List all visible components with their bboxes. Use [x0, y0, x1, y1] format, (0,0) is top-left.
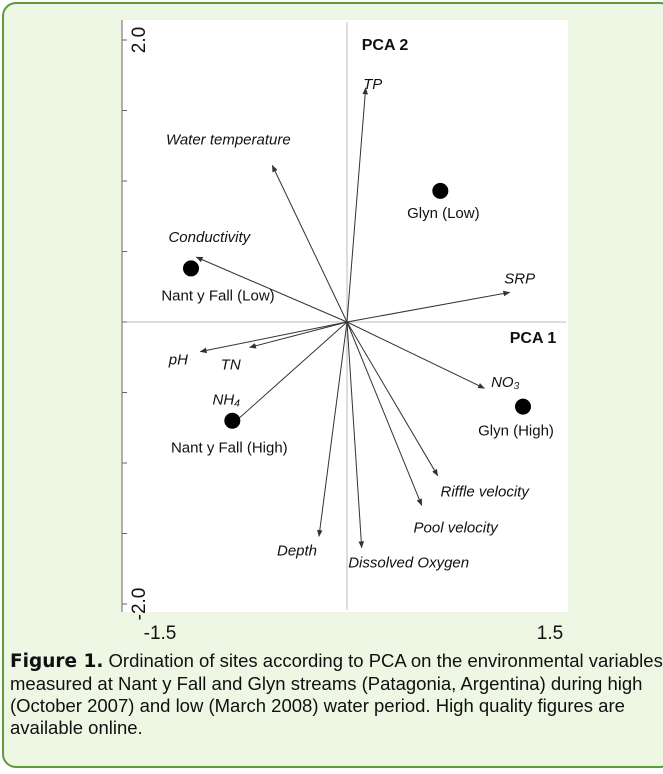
loading-arrow — [271, 164, 348, 323]
variable-label: TN — [221, 356, 241, 373]
variable-label: Riffle velocity — [440, 484, 530, 501]
x-axis-label: PCA 1 — [510, 330, 557, 347]
variable-label: TP — [363, 76, 382, 93]
x-tick-label: -1.5 — [144, 623, 177, 640]
y-tick-label: -2.0 — [129, 588, 150, 621]
y-axis-label: PCA 2 — [362, 37, 409, 54]
variable-label: Water temperature — [166, 131, 291, 148]
loading-arrow — [346, 321, 365, 549]
site-label: Glyn (Low) — [407, 205, 480, 222]
loading-arrow — [199, 321, 348, 354]
site-point — [224, 412, 241, 429]
site-point — [432, 182, 449, 199]
variable-label: Dissolved Oxygen — [348, 555, 469, 572]
variable-label: Depth — [277, 542, 317, 559]
loading-arrow — [227, 321, 348, 429]
loading-arrow — [248, 321, 348, 349]
variable-label: NO₃ — [491, 374, 520, 391]
x-tick-label: 1.5 — [537, 623, 563, 640]
variable-label: Conductivity — [168, 229, 251, 246]
chart: PCA 2 PCA 1 -2.0 2.0 -1.5 1.5 TP Water temper… — [121, 20, 568, 640]
loading-arrow — [346, 321, 423, 506]
loading-arrow — [195, 256, 348, 323]
caption: Figure 1. Ordination of sites according … — [10, 650, 663, 739]
plot-area — [122, 20, 568, 612]
loading-arrow — [346, 321, 485, 389]
site-label: Nant y Fall (Low) — [161, 287, 274, 304]
loading-arrow — [317, 321, 348, 538]
site-label: Nant y Fall (High) — [171, 440, 288, 457]
caption-text: Ordination of sites according to PCA on … — [10, 650, 663, 738]
site-label: Glyn (High) — [478, 423, 554, 440]
loading-arrow — [346, 87, 368, 323]
variable-label: pH — [168, 352, 188, 369]
variable-label: Pool velocity — [414, 519, 500, 536]
y-tick-label: 2.0 — [129, 27, 150, 53]
site-point — [515, 398, 531, 415]
site-point — [183, 260, 199, 277]
caption-label: Figure 1. — [10, 651, 104, 672]
loading-arrow — [346, 290, 511, 323]
variable-label: SRP — [504, 270, 535, 287]
variable-label: NH₄ — [212, 392, 240, 409]
loading-arrow — [346, 321, 439, 477]
